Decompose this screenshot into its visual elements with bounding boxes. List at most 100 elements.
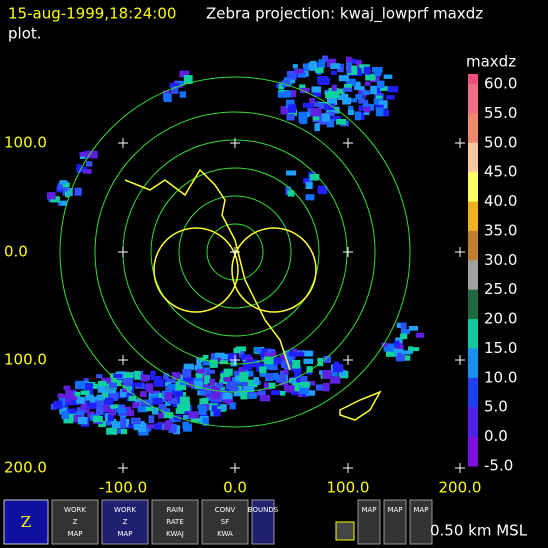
echo <box>89 396 99 405</box>
colorbar-band <box>468 436 478 467</box>
echo <box>291 382 302 392</box>
echo <box>218 393 228 401</box>
echo <box>400 333 408 340</box>
echo <box>75 391 81 397</box>
colorbar-label: 25.0 <box>484 280 517 298</box>
echo <box>408 346 414 354</box>
echo <box>210 391 221 400</box>
echo <box>268 382 276 389</box>
button-frame <box>201 499 249 545</box>
echo <box>346 78 356 87</box>
echo <box>270 351 277 357</box>
echo <box>175 408 185 414</box>
colorbar-label: 40.0 <box>484 192 517 210</box>
echo <box>215 352 225 358</box>
echo <box>363 66 371 75</box>
button-frame <box>151 499 199 545</box>
echo <box>76 164 82 169</box>
echo <box>124 372 134 380</box>
echo <box>342 97 352 105</box>
echo <box>163 373 169 379</box>
z-button[interactable]: Z <box>3 499 49 545</box>
echo <box>346 98 358 103</box>
echo <box>86 161 93 167</box>
echo <box>346 64 352 73</box>
echo <box>328 87 339 95</box>
spoke <box>148 100 236 252</box>
toolbar-button[interactable]: RAIN RATE KWAJ <box>151 499 199 545</box>
cross <box>343 355 353 365</box>
toolbar-button[interactable]: MAP <box>409 499 433 545</box>
button-label: KWAJ <box>166 530 184 538</box>
echo <box>182 403 191 412</box>
toolbar-button[interactable]: WORK Z MAP <box>101 499 149 545</box>
spoke <box>83 165 235 253</box>
echo <box>124 378 134 387</box>
echo <box>299 84 306 90</box>
echo <box>393 340 400 348</box>
echo <box>80 402 91 411</box>
echo <box>109 409 115 416</box>
toolbar-button[interactable]: WORK Z MAP <box>51 499 99 545</box>
cross <box>118 138 128 148</box>
button-frame <box>383 499 407 545</box>
echo <box>325 91 331 99</box>
echo <box>110 373 117 379</box>
echo <box>323 355 331 363</box>
echo <box>98 420 106 428</box>
cross <box>455 138 465 148</box>
echo <box>279 391 286 396</box>
grid-button[interactable] <box>335 521 355 541</box>
toolbar-button[interactable]: MAP <box>383 499 407 545</box>
echo <box>376 80 385 89</box>
colorbar-band <box>468 172 478 203</box>
echo <box>294 69 304 74</box>
echo <box>233 347 241 354</box>
echo <box>300 376 308 383</box>
echo <box>126 409 135 417</box>
echo <box>69 397 79 406</box>
echo <box>202 354 209 360</box>
echo <box>83 382 90 392</box>
echo <box>182 421 190 429</box>
echo <box>415 332 425 338</box>
echo <box>399 355 411 361</box>
echo <box>57 183 63 191</box>
echo <box>310 101 321 108</box>
echo <box>223 368 233 376</box>
echo <box>303 358 314 364</box>
echo <box>282 79 290 88</box>
echo <box>240 392 248 400</box>
echo <box>317 185 328 195</box>
echo <box>331 70 337 76</box>
echo <box>163 93 172 103</box>
toolbar-button[interactable]: CONV SF KWA <box>201 499 249 545</box>
echo <box>239 350 245 358</box>
echo <box>309 98 315 104</box>
echo <box>362 90 370 95</box>
echo <box>148 415 155 424</box>
cross <box>343 138 353 148</box>
echo <box>95 407 104 416</box>
echo <box>330 63 340 70</box>
colorbar-label: 50.0 <box>484 133 517 151</box>
toolbar-button[interactable]: MAP <box>357 499 381 545</box>
echo <box>387 86 399 93</box>
echo <box>46 192 56 200</box>
echo <box>128 424 137 429</box>
echo <box>317 357 324 367</box>
toolbar-button[interactable]: BOUNDS <box>248 499 279 545</box>
echo <box>112 377 122 387</box>
echo <box>306 366 313 373</box>
echo <box>400 322 407 330</box>
echo <box>358 112 365 120</box>
button-frame <box>101 499 149 545</box>
echo <box>279 354 286 364</box>
echo <box>330 106 340 114</box>
echo <box>317 75 329 85</box>
echo <box>247 359 258 368</box>
echo <box>87 402 97 409</box>
echo <box>303 177 312 184</box>
echo <box>326 58 336 68</box>
echo <box>236 346 247 352</box>
